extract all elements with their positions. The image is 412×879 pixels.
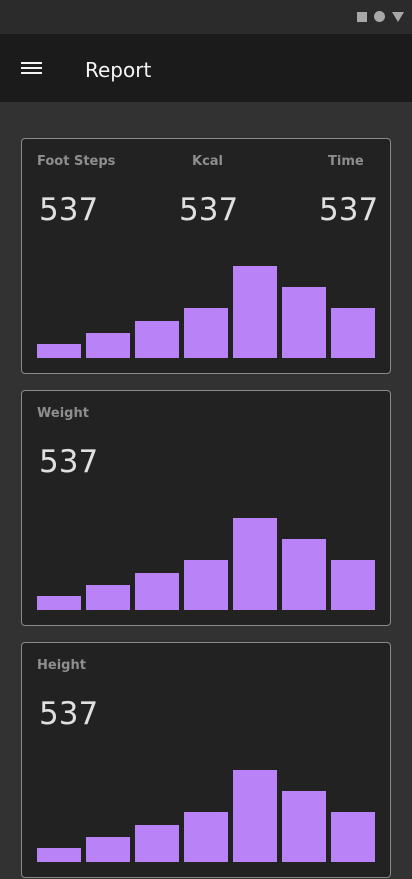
time-label: Time: [328, 154, 364, 169]
bar-3: [135, 825, 179, 862]
foot-steps-label: Foot Steps: [37, 154, 116, 169]
back-triangle-icon: [392, 11, 404, 22]
bar-4: [184, 812, 228, 862]
bar-4: [184, 308, 228, 358]
bar-3: [135, 321, 179, 358]
weight-value: 537: [39, 444, 99, 480]
bar-5: [233, 266, 277, 358]
height-bar-chart: [22, 643, 392, 879]
bar-1: [37, 596, 81, 610]
bar-5: [233, 770, 277, 862]
bar-6: [282, 539, 326, 610]
activity-card: Foot Steps Kcal Time 537 537 537: [21, 138, 391, 374]
kcal-label: Kcal: [192, 154, 224, 169]
home-circle-icon: [374, 11, 385, 22]
kcal-value: 537: [179, 192, 239, 228]
bar-1: [37, 848, 81, 862]
height-card: Height 537: [21, 642, 391, 878]
time-value: 537: [319, 192, 379, 228]
stop-square-icon: [357, 11, 367, 22]
height-value: 537: [39, 696, 99, 732]
foot-steps-value: 537: [39, 192, 99, 228]
bar-4: [184, 560, 228, 610]
bar-7: [331, 812, 375, 862]
bar-1: [37, 344, 81, 358]
bar-3: [135, 573, 179, 610]
bar-2: [86, 585, 130, 610]
weight-label: Weight: [37, 406, 89, 421]
bar-2: [86, 837, 130, 862]
weight-card: Weight 537: [21, 390, 391, 626]
status-bar: [0, 0, 412, 34]
hamburger-menu-icon[interactable]: [14, 54, 48, 82]
page-title: Report: [85, 58, 152, 82]
bar-7: [331, 308, 375, 358]
bar-5: [233, 518, 277, 610]
bar-7: [331, 560, 375, 610]
app-bar: Report: [0, 34, 412, 102]
bar-6: [282, 791, 326, 862]
bar-2: [86, 333, 130, 358]
weight-bar-chart: [22, 391, 392, 627]
activity-bar-chart: [22, 139, 392, 375]
bar-6: [282, 287, 326, 358]
height-label: Height: [37, 658, 86, 673]
